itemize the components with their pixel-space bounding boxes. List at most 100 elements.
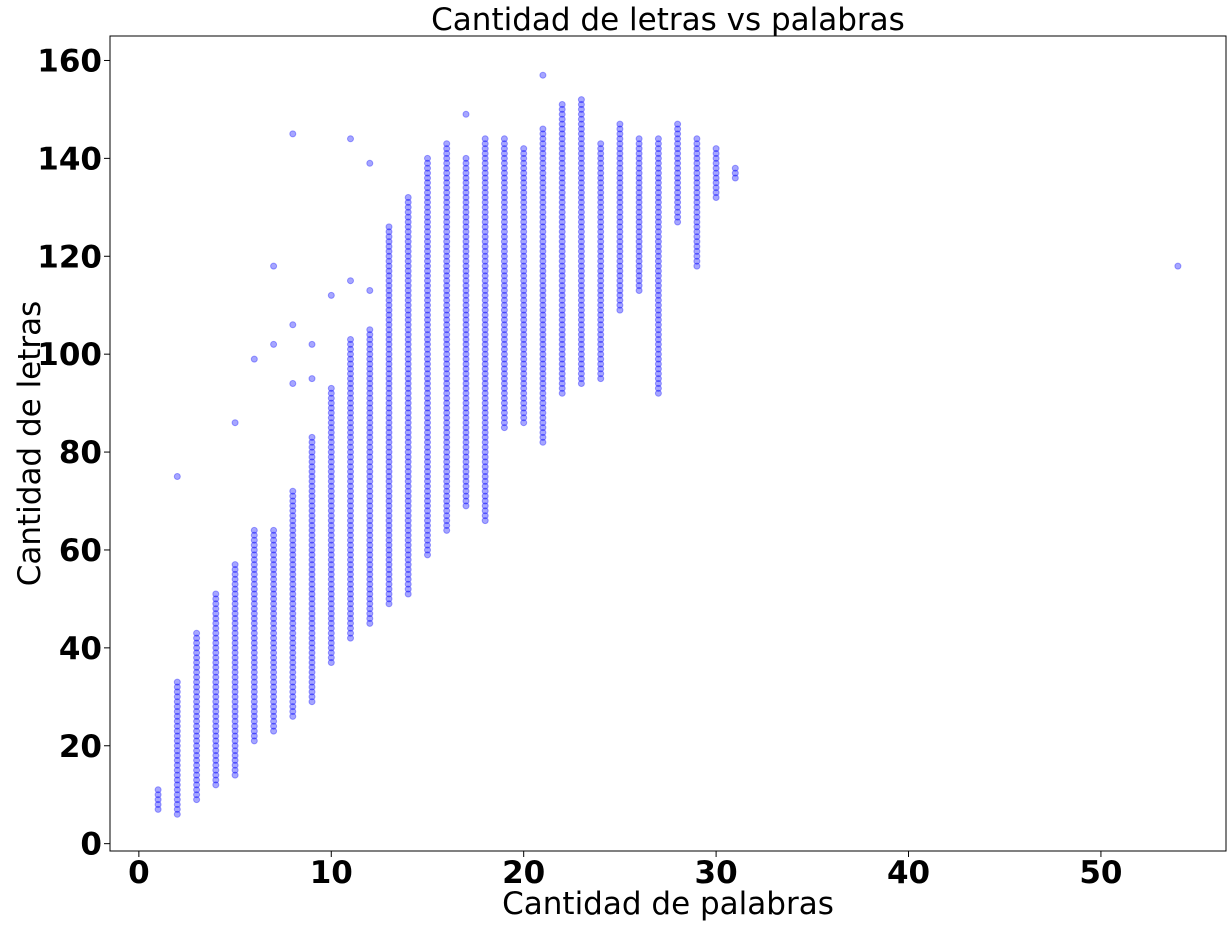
data-point <box>443 169 451 177</box>
data-point <box>635 159 643 167</box>
data-point <box>385 291 393 299</box>
data-point <box>366 429 374 436</box>
data-point <box>539 247 547 255</box>
data-point <box>462 473 470 480</box>
data-point <box>385 311 393 319</box>
data-point <box>500 194 508 201</box>
data-point <box>654 140 662 148</box>
data-point <box>654 321 662 329</box>
data-point <box>520 301 528 309</box>
data-point <box>597 208 605 216</box>
data-point <box>347 404 354 412</box>
data-point <box>539 350 547 358</box>
data-point <box>212 610 220 618</box>
data-point <box>616 130 624 138</box>
data-point <box>481 194 489 201</box>
data-point <box>520 247 528 255</box>
data-point <box>462 223 470 231</box>
data-point <box>385 336 393 343</box>
data-point <box>270 546 278 554</box>
data-point <box>424 536 431 544</box>
data-point <box>424 233 431 241</box>
data-point <box>481 482 489 490</box>
data-point <box>481 213 489 221</box>
data-point <box>289 595 297 603</box>
data-point <box>385 517 393 525</box>
data-point <box>308 522 316 529</box>
data-point <box>347 336 354 343</box>
data-point <box>520 331 528 339</box>
data-point <box>424 316 431 324</box>
data-point <box>347 487 354 495</box>
data-point <box>366 433 374 441</box>
data-point <box>347 409 354 417</box>
data-point <box>597 238 605 246</box>
data-point <box>173 473 181 480</box>
data-point <box>270 526 278 534</box>
data-point <box>443 419 451 427</box>
data-point <box>443 404 451 412</box>
data-point <box>693 145 701 153</box>
data-point <box>462 438 470 446</box>
data-point <box>539 262 547 270</box>
data-point <box>481 189 489 197</box>
data-point <box>250 619 258 627</box>
data-point <box>308 693 316 701</box>
data-point <box>385 399 393 407</box>
data-point <box>654 350 662 358</box>
data-point <box>539 125 547 133</box>
data-point <box>654 233 662 241</box>
data-point <box>404 296 412 304</box>
data-point <box>366 331 374 339</box>
data-point <box>462 492 470 500</box>
data-point <box>577 203 585 211</box>
data-point <box>289 619 297 627</box>
data-point <box>327 634 335 642</box>
data-point <box>327 590 335 598</box>
data-point <box>347 414 354 422</box>
data-point <box>462 477 470 485</box>
data-point <box>212 747 220 755</box>
data-point <box>327 429 335 436</box>
data-point <box>154 791 162 799</box>
data-point <box>385 355 393 363</box>
data-point <box>443 517 451 525</box>
data-point <box>481 233 489 241</box>
data-point <box>481 282 489 290</box>
data-point <box>500 345 508 353</box>
data-point <box>404 443 412 451</box>
data-point <box>327 575 335 583</box>
data-point <box>616 272 624 280</box>
data-point <box>404 345 412 353</box>
data-point <box>327 585 335 593</box>
data-point <box>539 198 547 206</box>
data-point <box>404 243 412 250</box>
data-point <box>654 389 662 397</box>
data-point <box>366 287 374 294</box>
data-point <box>558 189 566 197</box>
data-point <box>539 145 547 153</box>
data-point <box>289 659 297 666</box>
data-point <box>424 340 431 348</box>
data-point <box>212 678 220 686</box>
data-point <box>674 203 682 211</box>
data-point <box>462 296 470 304</box>
data-point <box>404 380 412 387</box>
data-point <box>424 321 431 329</box>
data-point <box>577 150 585 157</box>
data-point <box>270 590 278 598</box>
data-point <box>443 233 451 241</box>
data-point <box>597 306 605 314</box>
data-point <box>443 345 451 353</box>
data-point <box>539 365 547 373</box>
data-point <box>231 624 239 632</box>
data-point <box>500 203 508 211</box>
data-point <box>250 566 258 573</box>
data-point <box>250 570 258 578</box>
data-point <box>616 296 624 304</box>
data-point <box>193 766 201 774</box>
data-point <box>462 228 470 236</box>
data-point <box>424 473 431 480</box>
data-point <box>424 477 431 485</box>
data-point <box>308 507 316 515</box>
